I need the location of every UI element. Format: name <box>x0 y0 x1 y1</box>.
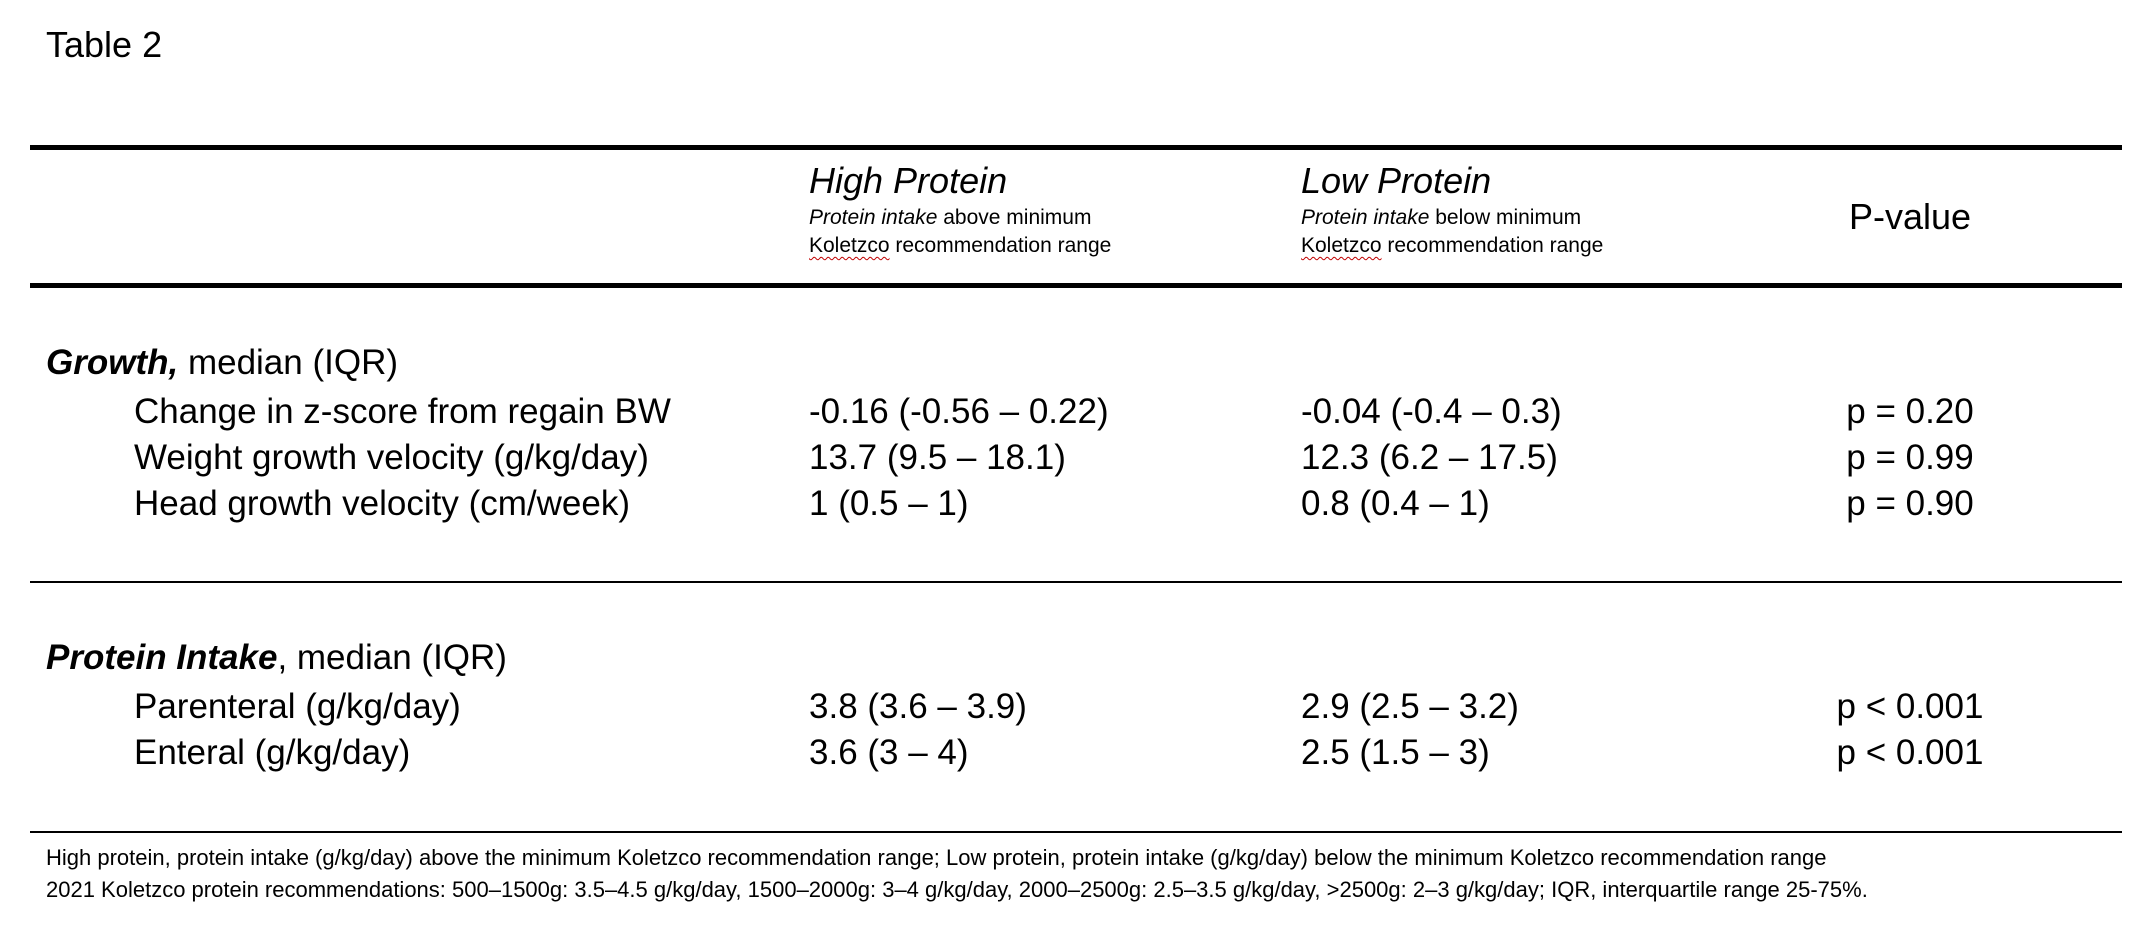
top-rule <box>30 145 2122 150</box>
protein-row-0-low: 2.9 (2.5 – 3.2) <box>1301 687 1519 726</box>
protein-row-0-p: p < 0.001 <box>1836 687 1984 726</box>
growth-row-2-p: p = 0.90 <box>1846 484 1974 523</box>
section-heading-protein-intake: Protein Intake, median (IQR) <box>46 638 507 678</box>
col-header-pvalue: P-value <box>1848 196 1972 237</box>
col-title-high: High Protein <box>809 160 1008 201</box>
col-sub2-rest-low: recommendation range <box>1381 234 1604 257</box>
protein-row-1-p: p < 0.001 <box>1836 733 1984 772</box>
col-header-high-protein: High Protein Protein intake above minimu… <box>809 160 1111 260</box>
protein-heading-bold: Protein Intake <box>46 638 278 677</box>
col-sub-italic-high: Protein intake <box>809 206 938 229</box>
protein-row-0-label: Parenteral (g/kg/day) <box>134 687 461 726</box>
protein-row-1-high: 3.6 (3 – 4) <box>809 733 969 772</box>
col-sub-italic-low: Protein intake <box>1301 206 1430 229</box>
growth-row-1-low: 12.3 (6.2 – 17.5) <box>1301 438 1558 477</box>
header-rule <box>30 283 2122 288</box>
footnote-line-1: High protein, protein intake (g/kg/day) … <box>46 845 1827 870</box>
growth-row-0-label: Change in z-score from regain BW <box>134 392 671 431</box>
col-sub2-rest-high: recommendation range <box>889 234 1112 257</box>
col-subtitle2-low: Koletzco recommendation range <box>1301 232 1603 260</box>
col-subtitle-low: Protein intake below minimum <box>1301 204 1603 232</box>
footnote-line-2: 2021 Koletzco protein recommendations: 5… <box>46 877 1868 902</box>
protein-row-0-high: 3.8 (3.6 – 3.9) <box>809 687 1027 726</box>
section-divider-rule <box>30 581 2122 583</box>
section-heading-growth: Growth, median (IQR) <box>46 343 398 383</box>
col-title-low: Low Protein <box>1301 160 1492 201</box>
col-sub-rest-low: below minimum <box>1429 206 1582 229</box>
bottom-rule <box>30 831 2122 833</box>
growth-row-0-low: -0.04 (-0.4 – 0.3) <box>1301 392 1562 431</box>
koletzco-word-high: Koletzco <box>809 234 890 257</box>
growth-heading-rest: median (IQR) <box>178 343 398 382</box>
protein-row-1-low: 2.5 (1.5 – 3) <box>1301 733 1490 772</box>
growth-row-1-high: 13.7 (9.5 – 18.1) <box>809 438 1066 477</box>
col-sub-rest-high: above minimum <box>937 206 1092 229</box>
growth-row-2-high: 1 (0.5 – 1) <box>809 484 969 523</box>
table-title: Table 2 <box>46 24 163 65</box>
col-subtitle2-high: Koletzco recommendation range <box>809 232 1111 260</box>
growth-heading-bold: Growth, <box>46 343 179 382</box>
growth-row-0-p: p = 0.20 <box>1846 392 1974 431</box>
koletzco-word-low: Koletzco <box>1301 234 1382 257</box>
growth-row-1-p: p = 0.99 <box>1846 438 1974 477</box>
protein-row-1-label: Enteral (g/kg/day) <box>134 733 411 772</box>
growth-row-2-label: Head growth velocity (cm/week) <box>134 484 630 523</box>
col-header-low-protein: Low Protein Protein intake below minimum… <box>1301 160 1603 260</box>
growth-row-0-high: -0.16 (-0.56 – 0.22) <box>809 392 1109 431</box>
growth-row-1-label: Weight growth velocity (g/kg/day) <box>134 438 649 477</box>
protein-heading-rest: , median (IQR) <box>277 638 507 677</box>
growth-row-2-low: 0.8 (0.4 – 1) <box>1301 484 1490 523</box>
col-subtitle-high: Protein intake above minimum <box>809 204 1111 232</box>
